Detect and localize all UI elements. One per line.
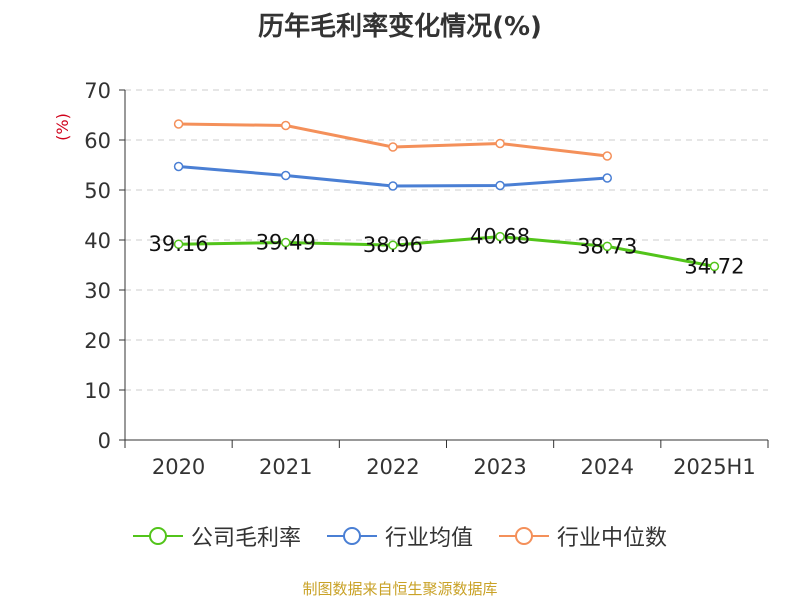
data-point: [173, 161, 184, 172]
data-point: [495, 231, 505, 242]
data-point: [388, 181, 398, 191]
legend-swatch-marker: [515, 527, 533, 545]
data-point: [602, 241, 612, 252]
legend-swatch-marker: [148, 527, 167, 545]
legend-swatch: [326, 527, 377, 545]
data-point: [281, 120, 291, 131]
data-point: [602, 151, 612, 161]
data-point: [281, 170, 291, 181]
y-tick-label: 30: [84, 279, 111, 303]
data-point: [495, 138, 505, 149]
legend-label: 行业中位数: [557, 526, 668, 551]
data-point: [495, 180, 505, 191]
data-point: [281, 237, 291, 248]
data-point: [173, 119, 184, 129]
y-tick-label: 0: [98, 429, 111, 453]
legend: 公司毛利率 行业均值 行业中位数: [0, 520, 800, 552]
data-label: 38.73: [577, 234, 637, 258]
data-point: [602, 173, 612, 183]
legend-swatch: [499, 527, 549, 545]
x-tick-label: 2023: [473, 455, 526, 479]
legend-item[interactable]: 公司毛利率: [132, 520, 301, 552]
chart-title: 历年毛利率变化情况(%): [258, 12, 542, 42]
data-label: 34.72: [684, 254, 744, 278]
y-tick-label: 50: [84, 179, 111, 203]
data-label: 38.96: [363, 233, 423, 257]
axes: 0 10 20 30 40 50 60 70 2020 2021 2022 2023 2024 2025H…: [53, 79, 769, 479]
x-tick-label: 2024: [581, 455, 634, 479]
y-tick-label: 20: [84, 329, 111, 353]
legend-swatch-marker: [342, 527, 361, 545]
x-tick-label: 2025H1: [673, 455, 756, 479]
series-line: [178, 235, 715, 268]
legend-item[interactable]: 行业均值: [326, 520, 473, 552]
data-point: [388, 142, 398, 152]
y-tick-label: 40: [84, 229, 111, 253]
x-tick-label: 2022: [366, 455, 419, 479]
legend-label: 行业均值: [384, 526, 473, 551]
data-label: 40.68: [470, 225, 530, 249]
source-note: 制图数据来自恒生聚源数据库: [302, 580, 498, 598]
x-tick-label: 2021: [259, 455, 312, 479]
series-lines: [173, 119, 720, 272]
x-tick-label: 2020: [152, 455, 205, 479]
data-label: 39.49: [256, 231, 316, 255]
y-tick-label: 70: [84, 79, 111, 103]
legend-swatch: [132, 527, 183, 545]
y-tick-label: 60: [84, 129, 111, 153]
data-label: 39.16: [149, 232, 209, 256]
y-tick-label: 10: [84, 379, 111, 403]
data-point: [388, 240, 398, 250]
data-point: [709, 261, 720, 272]
data-point: [173, 239, 184, 249]
data-labels: 39.16 39.49 38.96 40.68 38.73 34.72: [149, 225, 745, 279]
legend-label: 公司毛利率: [190, 526, 301, 551]
y-axis-label: (%): [53, 113, 72, 141]
legend-item[interactable]: 行业中位数: [499, 520, 667, 552]
